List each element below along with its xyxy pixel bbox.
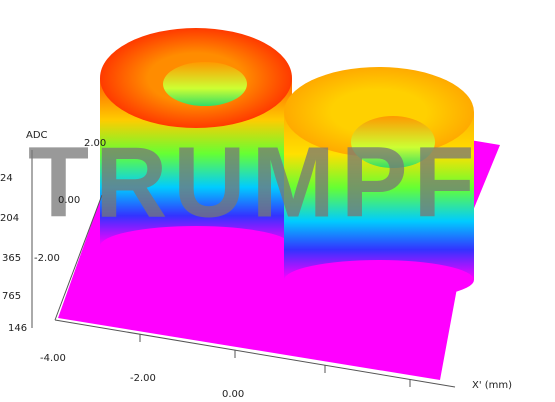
x-tick-label: -4.00 (40, 353, 66, 364)
y-tick-label: -2.00 (34, 253, 60, 264)
x-axis (54, 319, 456, 388)
cylinder-left-base (100, 226, 292, 266)
cylinder-left-hole (163, 62, 247, 106)
axes (31, 150, 456, 388)
y-tick-label: 0.00 (58, 195, 80, 206)
plot-area (58, 28, 500, 380)
z-tick-label: 24 (0, 173, 13, 184)
x-tick-label: 0.00 (222, 389, 244, 400)
watermark: TRUMPF (28, 126, 481, 238)
z-axis-title: ADC (26, 130, 48, 141)
y-tick-label: 2.00 (84, 138, 106, 149)
z-tick-label: 204 (0, 213, 19, 224)
y-axis (54, 194, 103, 321)
cylinder-right-base (284, 260, 474, 300)
x-axis-title: X' (mm) (472, 380, 512, 391)
x-tick-label: -2.00 (130, 373, 156, 384)
z-tick-label: 765 (2, 291, 21, 302)
z-tick-label: 365 (2, 253, 21, 264)
cylinder-right-hole (351, 116, 435, 168)
z-tick-label: 146 (8, 323, 27, 334)
